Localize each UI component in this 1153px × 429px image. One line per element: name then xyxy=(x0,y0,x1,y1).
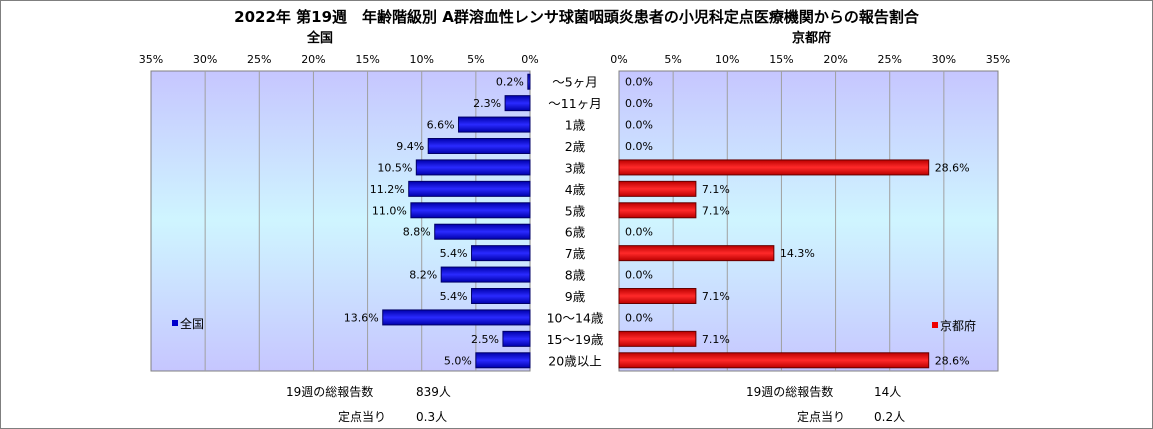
left-tick-label: 25% xyxy=(247,53,271,66)
category-label: 5歳 xyxy=(565,203,586,218)
left-data-label: 10.5% xyxy=(377,161,412,174)
right-data-label: 0.0% xyxy=(625,119,653,132)
left-legend-text: 全国 xyxy=(180,316,204,331)
right-data-label: 0.0% xyxy=(625,226,653,239)
left-per-value: 0.3人 xyxy=(416,410,448,424)
left-per-label: 定点当り xyxy=(338,410,387,424)
right-tick-label: 0% xyxy=(610,53,627,66)
right-tick-label: 10% xyxy=(715,53,739,66)
right-legend-swatch xyxy=(932,322,938,328)
left-bar xyxy=(415,159,531,176)
left-bar xyxy=(527,73,531,90)
right-total-value: 14人 xyxy=(874,385,902,399)
left-bar xyxy=(410,202,531,219)
category-label: 2歳 xyxy=(565,139,586,154)
right-tick-label: 20% xyxy=(823,53,847,66)
left-data-label: 11.2% xyxy=(370,183,405,196)
right-per-label: 定点当り xyxy=(797,410,846,424)
right-bar xyxy=(618,245,775,262)
left-data-label: 9.4% xyxy=(396,140,424,153)
category-label: 7歳 xyxy=(565,246,586,261)
right-data-label: 7.1% xyxy=(702,333,730,346)
left-bar xyxy=(458,116,531,133)
right-data-label: 7.1% xyxy=(702,183,730,196)
left-data-label: 2.5% xyxy=(471,333,499,346)
left-bar xyxy=(502,330,531,347)
right-data-label: 28.6% xyxy=(935,354,970,367)
category-label: 9歳 xyxy=(565,289,586,304)
category-label: ～5ヶ月 xyxy=(552,75,597,90)
right-data-label: 0.0% xyxy=(625,311,653,324)
chart-title: 2022年 第19週 年齢階級別 A群溶血性レンサ球菌咽頭炎患者の小児科定点医療… xyxy=(234,8,919,26)
right-data-label: 0.0% xyxy=(625,269,653,282)
left-tick-label: 10% xyxy=(409,53,433,66)
right-total-label: 19週の総報告数 xyxy=(746,385,834,399)
left-data-label: 5.0% xyxy=(444,354,472,367)
left-data-label: 6.6% xyxy=(427,119,455,132)
left-tick-label: 5% xyxy=(467,53,484,66)
category-label: 4歳 xyxy=(565,182,586,197)
category-label: 6歳 xyxy=(565,225,586,240)
category-label: 15～19歳 xyxy=(547,332,604,347)
left-bar xyxy=(475,352,531,369)
category-label: 3歳 xyxy=(565,160,586,175)
right-data-label: 7.1% xyxy=(702,204,730,217)
right-tick-label: 30% xyxy=(932,53,956,66)
category-label: 1歳 xyxy=(565,118,586,133)
category-label: 10～14歳 xyxy=(547,310,604,325)
left-data-label: 0.2% xyxy=(496,76,524,89)
right-data-label: 0.0% xyxy=(625,76,653,89)
right-bar xyxy=(618,159,930,176)
right-per-value: 0.2人 xyxy=(874,410,906,424)
left-bar xyxy=(440,266,531,283)
left-data-label: 2.3% xyxy=(473,97,501,110)
category-label: 8歳 xyxy=(565,268,586,283)
category-label: ～11ヶ月 xyxy=(548,96,601,111)
left-tick-label: 15% xyxy=(355,53,379,66)
right-plot-area xyxy=(618,70,999,372)
left-tick-label: 30% xyxy=(193,53,217,66)
right-tick-label: 25% xyxy=(877,53,901,66)
right-bar xyxy=(618,330,697,347)
right-data-label: 7.1% xyxy=(702,290,730,303)
left-data-label: 11.0% xyxy=(372,204,407,217)
right-tick-label: 5% xyxy=(664,53,681,66)
left-tick-label: 0% xyxy=(521,53,538,66)
right-tick-label: 15% xyxy=(769,53,793,66)
category-label: 20歳以上 xyxy=(548,353,601,368)
right-bar xyxy=(618,180,697,197)
left-data-label: 8.8% xyxy=(403,226,431,239)
left-total-value: 839人 xyxy=(416,385,451,399)
left-bar xyxy=(504,95,531,112)
left-tick-label: 35% xyxy=(139,53,163,66)
left-panel-title: 全国 xyxy=(307,31,334,46)
right-bar xyxy=(618,288,697,304)
left-plot-area xyxy=(150,70,531,372)
left-bar xyxy=(434,223,531,240)
left-bar xyxy=(408,180,531,197)
left-data-label: 5.4% xyxy=(440,290,468,303)
right-data-label: 0.0% xyxy=(625,140,653,153)
right-bar xyxy=(618,352,930,369)
left-total-label: 19週の総報告数 xyxy=(286,385,374,399)
left-data-label: 8.2% xyxy=(409,269,437,282)
left-bar xyxy=(382,309,531,326)
left-data-label: 13.6% xyxy=(344,311,379,324)
right-bar xyxy=(618,202,697,219)
left-tick-label: 20% xyxy=(301,53,325,66)
right-panel-title: 京都府 xyxy=(792,31,832,46)
right-tick-label: 35% xyxy=(986,53,1010,66)
right-data-label: 14.3% xyxy=(780,247,815,260)
right-data-label: 28.6% xyxy=(935,161,970,174)
left-bar xyxy=(471,245,531,262)
right-legend-text: 京都府 xyxy=(940,318,976,333)
left-data-label: 5.4% xyxy=(440,247,468,260)
left-bar xyxy=(471,288,531,304)
left-bar xyxy=(427,138,531,154)
right-data-label: 0.0% xyxy=(625,97,653,110)
left-legend-swatch xyxy=(172,320,178,326)
